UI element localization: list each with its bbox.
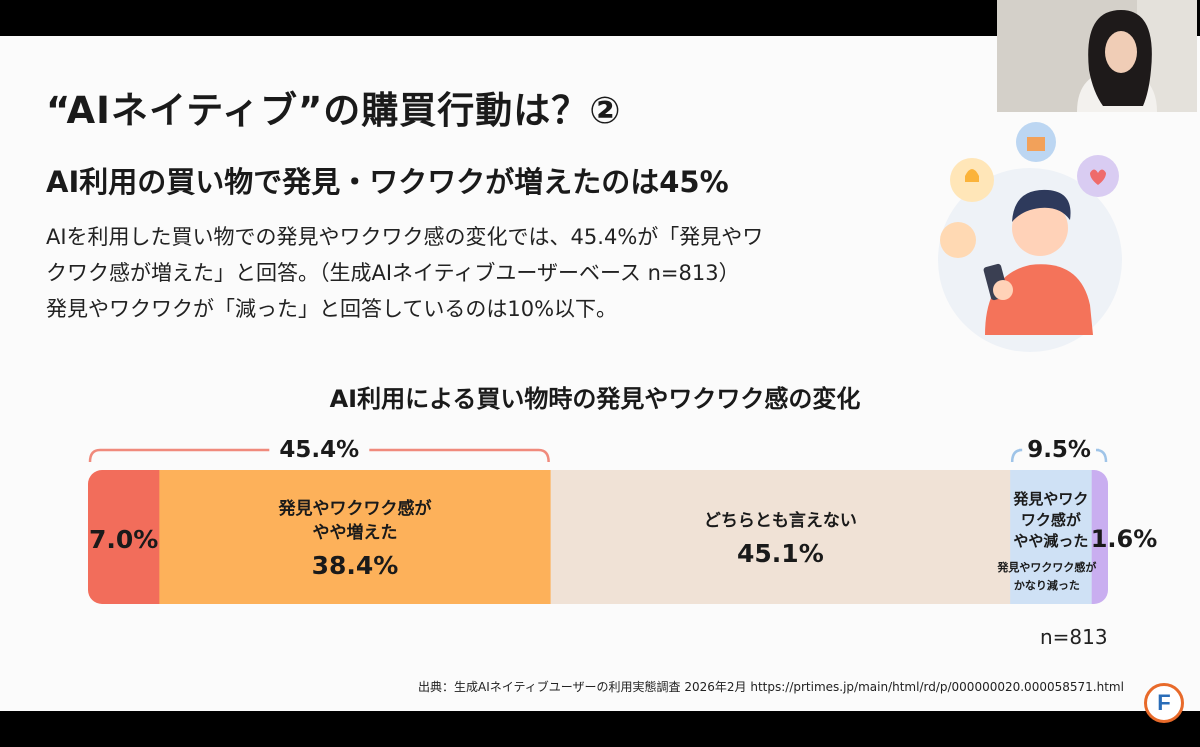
slide-subtitle: AI利用の買い物で発見・ワクワクが増えたのは45% (46, 165, 729, 199)
bar-segments (88, 470, 1108, 604)
segment-label: 発見やワクワク感が (996, 560, 1096, 574)
data-label: 38.4% (312, 551, 399, 580)
channel-logo-icon: F (1144, 683, 1184, 723)
bracket-line (88, 448, 550, 463)
sample-size-note: n=813 (1040, 625, 1108, 649)
segment-label: 発見やワク (1012, 490, 1088, 508)
body-line: クワク感が増えた」と回答。（生成AIネイティブユーザーベース n=813） (46, 261, 740, 285)
bar-segment (88, 470, 160, 604)
chart-title: AI利用による買い物時の発見やワクワク感の変化 (329, 385, 861, 413)
bracket-line (1010, 448, 1108, 463)
video-bottom-bar (0, 711, 1200, 747)
bar-segment (550, 470, 1011, 604)
bar-segment (1091, 470, 1108, 604)
logo-letter: F (1157, 690, 1171, 715)
presenter-avatar (997, 0, 1197, 112)
source-citation: 出典：生成AIネイティブユーザーの利用実態調査 2026年2月 https://… (418, 680, 1124, 694)
bracket-label: 45.4% (279, 437, 359, 463)
data-label: 7.0% (89, 525, 158, 554)
data-label: 45.1% (737, 539, 824, 568)
bracket-label: 9.5% (1027, 437, 1091, 463)
segment-label: やや減った (1013, 532, 1088, 550)
bar-segment (1010, 470, 1093, 604)
webcam-video-thumbnail (997, 0, 1197, 112)
segment-label: かなり減った (1014, 578, 1080, 592)
bar-segment (159, 470, 552, 604)
slide-body-text: AIを利用した買い物での発見やワクワク感の変化では、45.4%が「発見やワ クワ… (46, 219, 886, 327)
segment-label: ワク感が (1021, 511, 1082, 529)
segment-label: どちらとも言えない (704, 510, 857, 531)
segment-label: やや増えた (312, 522, 397, 543)
body-line: 発見やワクワクが「減った」と回答しているのは10%以下。 (46, 297, 618, 321)
segment-label: 発見やワクワク感が (277, 498, 431, 519)
body-line: AIを利用した買い物での発見やワクワク感の変化では、45.4%が「発見やワ (46, 225, 764, 249)
slide-title: “AIネイティブ”の購買行動は？② (46, 89, 622, 132)
data-label: 1.6% (1091, 525, 1158, 553)
